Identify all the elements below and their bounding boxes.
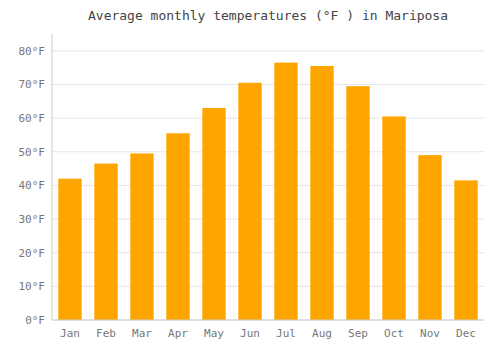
grid-line	[52, 151, 484, 152]
x-tick-label: Jul	[276, 327, 296, 340]
bar	[58, 179, 81, 320]
y-axis-line	[52, 34, 53, 320]
y-tick-label: 50°F	[19, 146, 46, 159]
grid-line	[52, 84, 484, 85]
bar	[346, 86, 369, 320]
bar	[202, 108, 225, 320]
y-tick-label: 70°F	[19, 78, 46, 91]
grid-line	[52, 320, 484, 321]
bar	[130, 153, 153, 320]
title: Average monthly temperatures (°F ) in Ma…	[88, 8, 448, 23]
x-axis-line	[52, 320, 484, 321]
chart: Average monthly temperatures (°F ) in Ma…	[0, 0, 500, 350]
grid-line	[52, 118, 484, 119]
x-tick-label: Jan	[60, 327, 80, 340]
bar	[166, 133, 189, 320]
grid	[52, 51, 484, 320]
x-tick-label: Aug	[312, 327, 332, 340]
x-tick-label: Dec	[456, 327, 476, 340]
x-tick-label: Nov	[420, 327, 440, 340]
y-tick-labels: 0°F 10°F 20°F 30°F 40°F 50°F 60°F 70°F 80°F	[19, 45, 46, 327]
chart-container: Average monthly temperatures (°F ) in Ma…	[0, 0, 500, 350]
y-tick-label: 80°F	[19, 45, 46, 58]
bar	[310, 66, 333, 320]
bar	[418, 155, 441, 320]
x-tick-label: Mar	[132, 327, 152, 340]
x-tick-label: Oct	[384, 327, 404, 340]
y-tick-label: 40°F	[19, 179, 46, 192]
y-tick-label: 60°F	[19, 112, 46, 125]
x-tick-label: Jun	[240, 327, 260, 340]
bars	[58, 63, 477, 320]
y-tick-label: 10°F	[19, 280, 46, 293]
bar	[274, 63, 297, 320]
x-tick-label: Sep	[348, 327, 368, 340]
bar	[454, 180, 477, 320]
bar	[382, 116, 405, 320]
x-tick-label: Apr	[168, 327, 188, 340]
y-tick-label: 0°F	[25, 314, 45, 327]
y-tick-label: 30°F	[19, 213, 46, 226]
x-tick-label: May	[204, 327, 224, 340]
x-tick-labels: Jan Feb Mar Apr May Jun Jul Aug Sep Oct Nov Dec	[60, 327, 476, 340]
bar	[94, 164, 117, 320]
y-tick-label: 20°F	[19, 247, 46, 260]
grid-line	[52, 50, 484, 51]
x-tick-label: Feb	[96, 327, 116, 340]
bar	[238, 83, 261, 320]
